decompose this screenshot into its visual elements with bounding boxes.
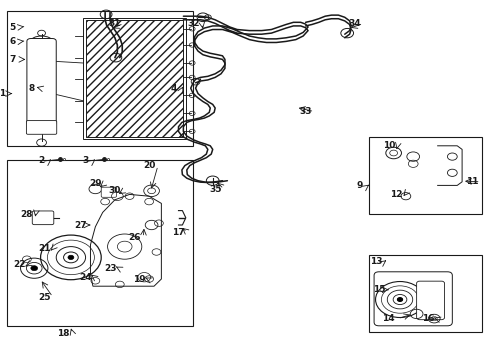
Text: 14: 14 bbox=[382, 314, 394, 323]
Text: 17: 17 bbox=[172, 228, 184, 237]
Text: 25: 25 bbox=[38, 292, 50, 302]
Text: 31: 31 bbox=[108, 19, 121, 28]
Text: 24: 24 bbox=[79, 273, 92, 282]
FancyBboxPatch shape bbox=[373, 272, 451, 326]
Text: 8: 8 bbox=[29, 84, 35, 93]
Bar bbox=[85, 20, 183, 137]
Text: 10: 10 bbox=[382, 141, 394, 150]
Text: 6: 6 bbox=[9, 37, 15, 46]
Text: 22: 22 bbox=[13, 260, 26, 269]
Text: 2: 2 bbox=[39, 156, 44, 165]
FancyBboxPatch shape bbox=[32, 211, 54, 225]
Text: 26: 26 bbox=[128, 233, 141, 242]
Text: 12: 12 bbox=[389, 190, 402, 199]
Text: 11: 11 bbox=[465, 177, 477, 186]
Text: 3: 3 bbox=[82, 156, 88, 165]
Text: 34: 34 bbox=[347, 19, 360, 28]
Text: 1: 1 bbox=[0, 89, 5, 98]
Text: 7: 7 bbox=[9, 55, 16, 64]
Text: 19: 19 bbox=[133, 274, 145, 284]
Text: 5: 5 bbox=[9, 22, 15, 31]
Text: 33: 33 bbox=[299, 107, 311, 116]
Bar bbox=[368, 255, 481, 332]
Circle shape bbox=[31, 266, 38, 271]
FancyBboxPatch shape bbox=[416, 281, 444, 320]
FancyBboxPatch shape bbox=[26, 121, 57, 134]
FancyBboxPatch shape bbox=[27, 39, 56, 125]
Text: 28: 28 bbox=[20, 210, 33, 219]
Text: 35: 35 bbox=[208, 184, 221, 194]
Text: 23: 23 bbox=[103, 264, 116, 273]
Text: 18: 18 bbox=[57, 328, 70, 338]
Bar bbox=[7, 160, 193, 326]
Bar bbox=[368, 137, 481, 214]
Text: 21: 21 bbox=[38, 244, 50, 253]
Bar bbox=[83, 18, 185, 139]
Circle shape bbox=[68, 255, 74, 260]
Text: 20: 20 bbox=[142, 161, 155, 170]
FancyBboxPatch shape bbox=[101, 187, 116, 197]
Text: 30: 30 bbox=[108, 186, 121, 195]
Text: 32: 32 bbox=[186, 19, 199, 28]
Text: 9: 9 bbox=[355, 181, 362, 190]
Bar bbox=[7, 11, 193, 146]
Text: 29: 29 bbox=[89, 179, 102, 188]
Text: 16: 16 bbox=[421, 314, 433, 323]
Circle shape bbox=[397, 298, 402, 301]
Text: 15: 15 bbox=[372, 285, 385, 294]
Text: 27: 27 bbox=[74, 220, 87, 230]
Text: 13: 13 bbox=[369, 256, 382, 265]
Text: 4: 4 bbox=[170, 84, 177, 93]
